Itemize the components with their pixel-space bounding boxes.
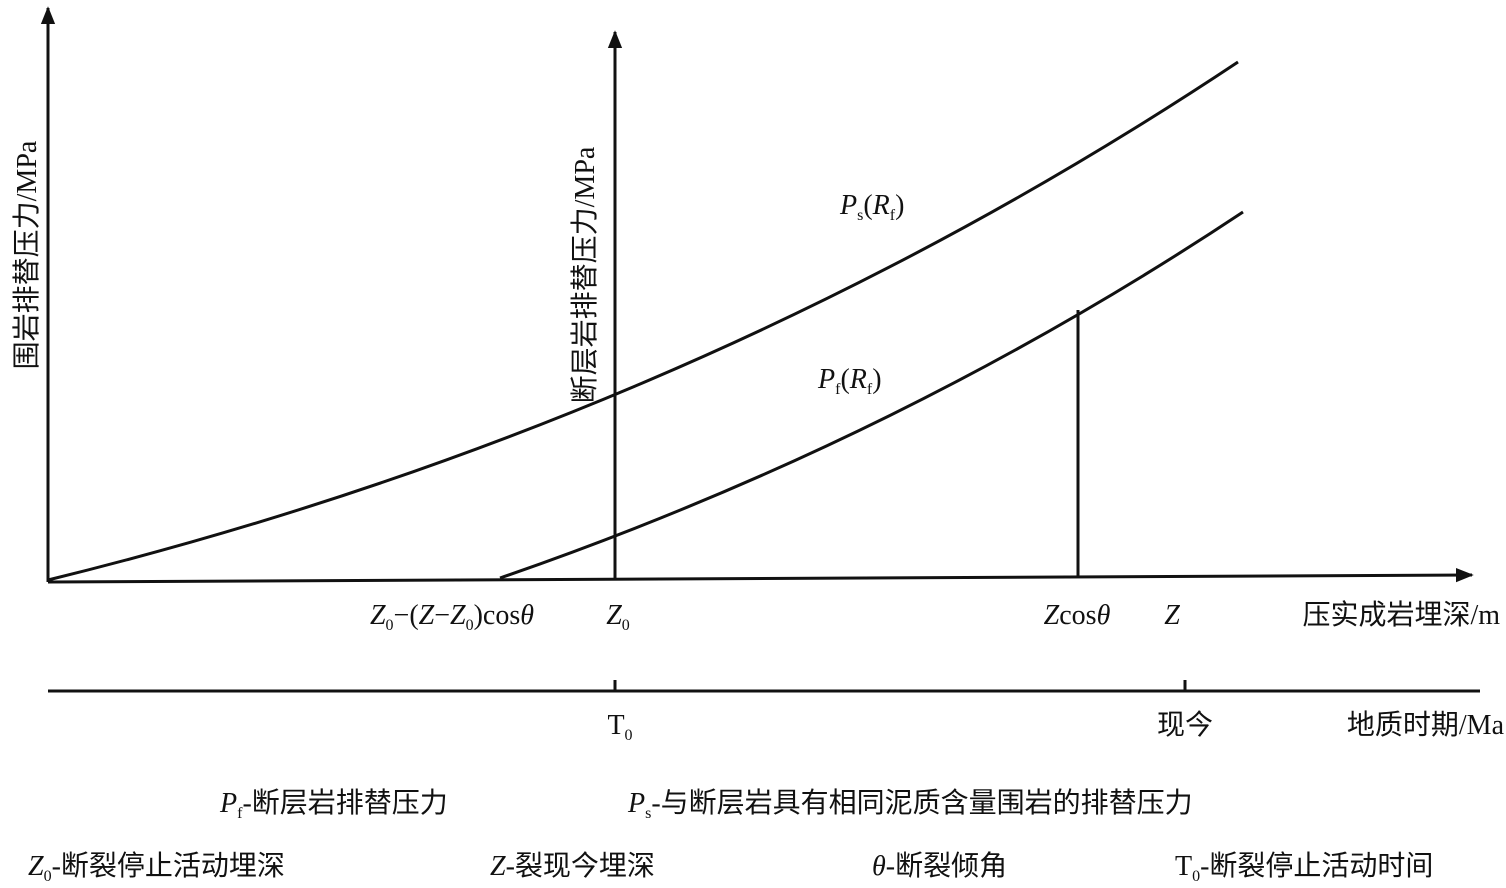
text-part: θ [872,851,886,882]
text-part: θ [520,600,534,631]
text-part: 现今 [1157,709,1213,741]
text-part: θ [1097,600,1111,631]
subscript: 0 [386,617,394,634]
curve-label: Pf(Rf) [817,364,882,398]
x-mark-label: Z [1164,600,1180,631]
text-part: cos [1059,600,1096,631]
legend-entry: T0-断裂停止活动时间 [1175,850,1433,885]
x-mark-label: Z0−(Z−Z0)cosθ [370,600,534,634]
text-part: R [872,190,890,221]
text-part: Z [28,851,44,882]
text-part: Z [606,600,622,631]
text-part: Z [1044,600,1060,631]
curve-label: Ps(Rf) [839,190,904,224]
subscript: f [237,805,243,822]
text-part: )cos [474,600,521,631]
text-part: Z [419,600,435,631]
legend-entry: Ps-与断层岩具有相同泥质含量围岩的排替压力 [627,787,1193,822]
text-part: Z [450,600,466,631]
subscript: 0 [1192,868,1200,885]
text-part: ) [895,190,904,221]
text-part: Z [1164,600,1180,631]
curve-ps [47,60,1239,582]
legend-entry: Z-裂现今埋深 [490,850,655,882]
curve-pf [499,210,1244,580]
subscript: 0 [44,868,52,885]
subscript: f [890,207,896,224]
subscript: 0 [466,617,474,634]
text-part: Z [490,851,506,882]
subscript: f [867,381,873,398]
legend-entry: Pf-断层岩排替压力 [219,787,448,822]
time-mark-label: T0 [607,710,632,744]
text-part: − [434,600,450,631]
subscript: 0 [622,617,630,634]
text-part: -与断层岩具有相同泥质含量围岩的排替压力 [651,787,1192,819]
text-part: -断裂倾角 [886,850,1007,882]
x-mark-label: Z0 [606,600,630,634]
y-left-label: 围岩排替压力/MPa [11,140,43,369]
x-label: 压实成岩埋深/m [1302,599,1500,631]
legend-entry: Z0-断裂停止活动埋深 [28,850,285,885]
time-mark-label: 现今 [1157,709,1213,741]
text-part: P [219,788,237,819]
legend-entry: θ-断裂倾角 [872,850,1007,882]
text-part: -裂现今埋深 [506,850,655,882]
text-part: -断层岩排替压力 [242,787,447,819]
text-part: P [839,190,857,221]
x-mark-label: Zcosθ [1044,600,1111,631]
text-part: −( [394,600,419,631]
text-part: R [849,364,867,395]
text-part: Z [370,600,386,631]
text-part: P [817,364,835,395]
text-part: ) [872,364,881,395]
subscript: f [835,381,841,398]
subscript: 0 [625,727,633,744]
subscript: s [645,805,651,822]
text-part: -断裂停止活动埋深 [52,850,285,882]
time-label: 地质时期/Ma [1347,709,1505,741]
y-middle-label: 断层岩排替压力/MPa [569,146,601,403]
text-part: T [1175,851,1192,882]
text-part: -断裂停止活动时间 [1200,850,1433,882]
text-part: P [627,788,645,819]
text-part: T [607,710,624,741]
text-part: ( [863,190,872,221]
subscript: s [857,207,863,224]
text-part: ( [840,364,849,395]
x-axis [47,567,1474,584]
